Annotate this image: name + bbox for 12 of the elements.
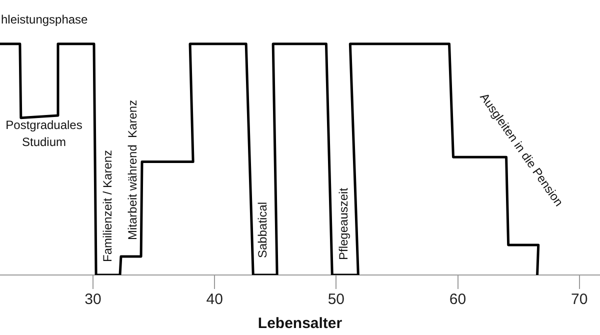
x-tick-label: 60 bbox=[449, 291, 466, 308]
x-tick-label: 40 bbox=[206, 291, 223, 308]
x-tick-label: 50 bbox=[328, 291, 345, 308]
annotation: Mitarbeit während Karenz bbox=[125, 100, 140, 240]
annotation: Familienzeit / Karenz bbox=[100, 150, 114, 262]
x-axis-title: Lebensalter bbox=[258, 315, 342, 332]
annotation: Pflegeauszeit bbox=[336, 187, 350, 260]
text: hleistungsphase bbox=[1, 12, 88, 26]
annotation: Postgraduales Studium bbox=[6, 118, 82, 149]
x-tick-label: 70 bbox=[570, 291, 588, 308]
annotation: Sabbatical bbox=[255, 202, 270, 258]
x-tick-label: 30 bbox=[84, 291, 102, 308]
